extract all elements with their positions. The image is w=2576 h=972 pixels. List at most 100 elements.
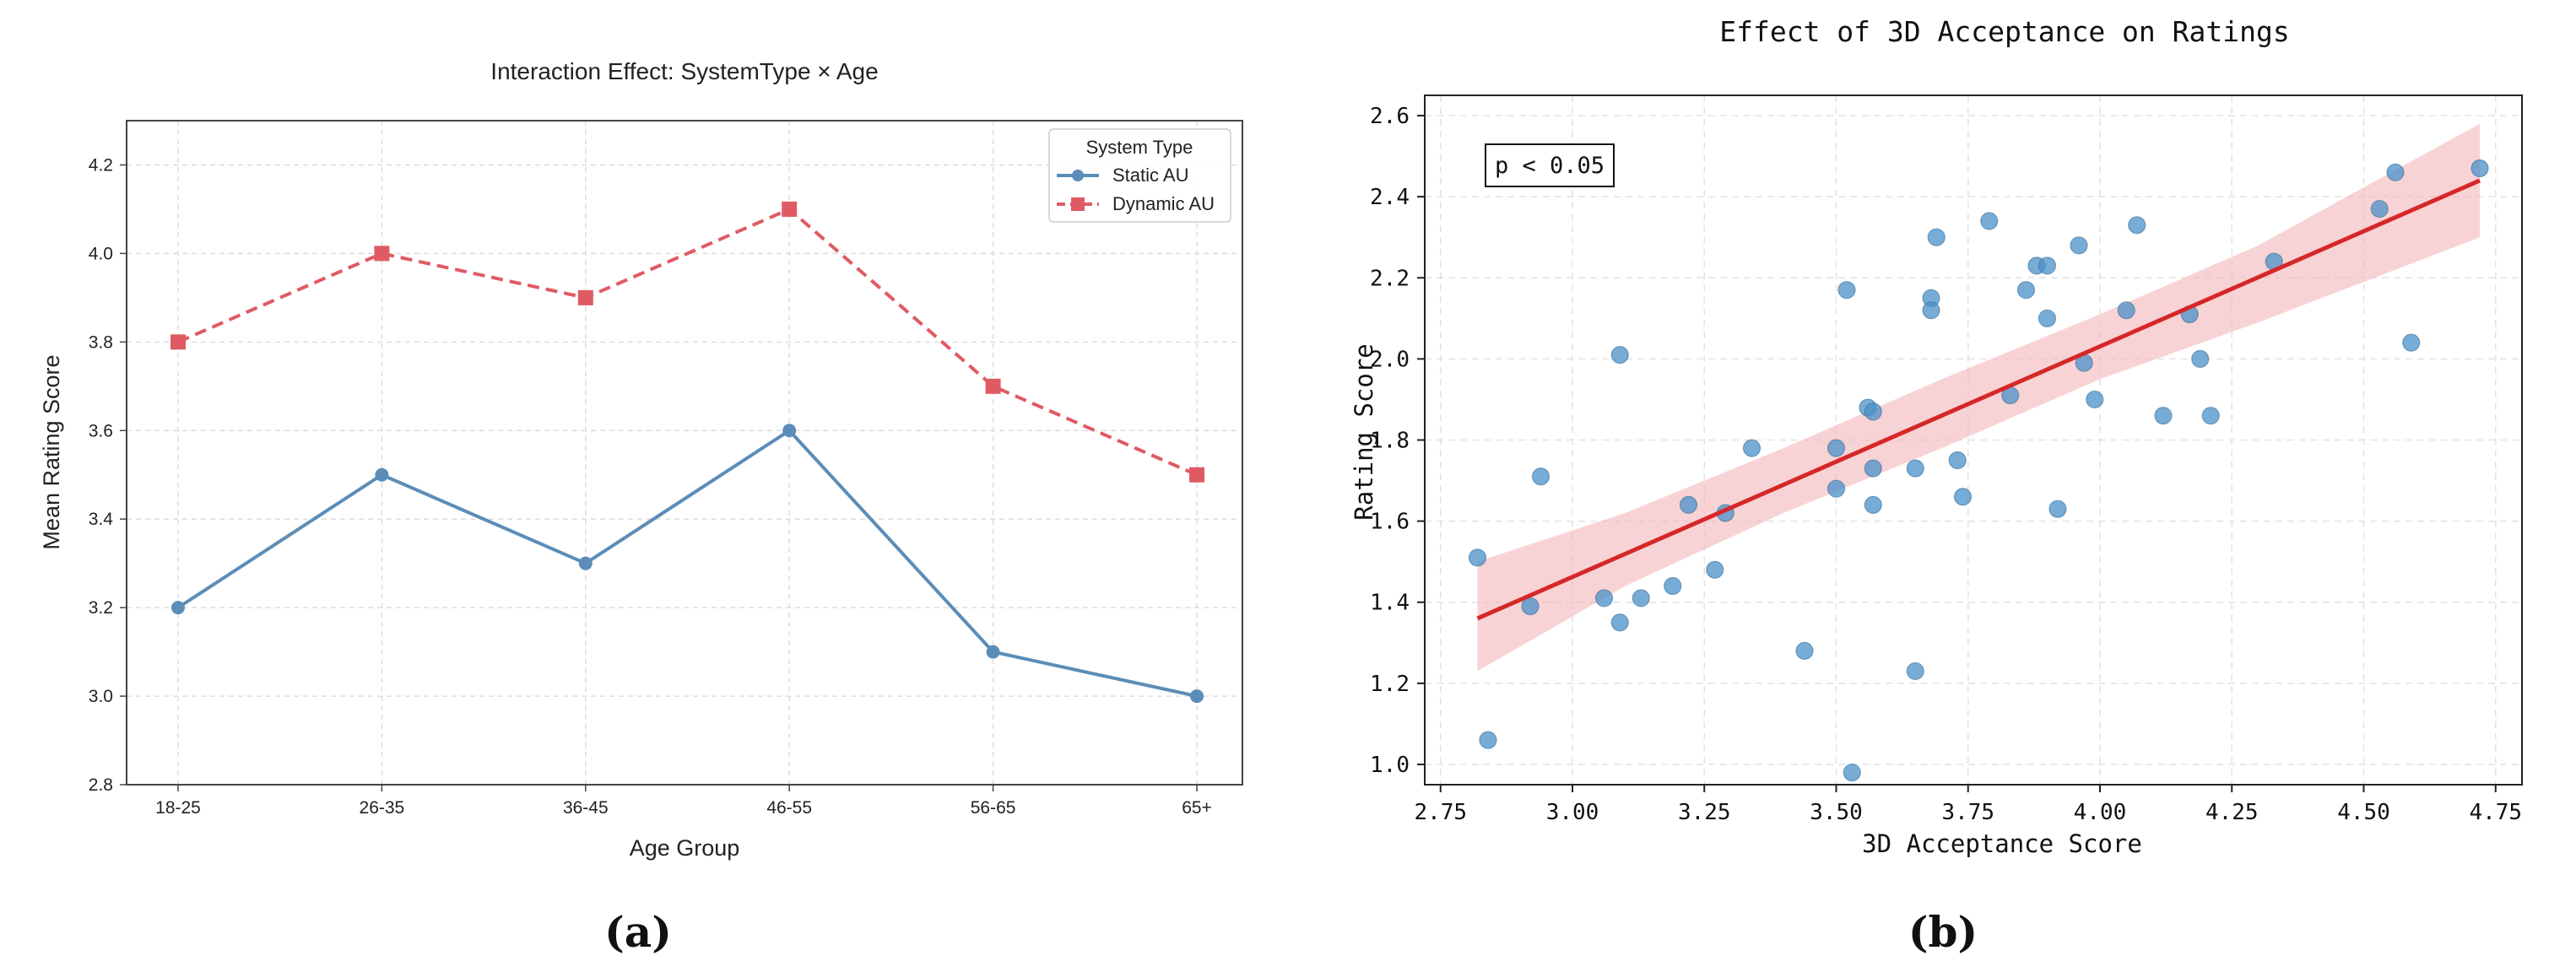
scatter-point: [1906, 662, 1924, 681]
y-tick-label: 4.2: [89, 155, 113, 175]
data-point-static-au: [375, 467, 389, 482]
data-point-static-au: [1190, 689, 1204, 704]
data-point-dynamic-au: [782, 201, 798, 217]
scatter-point: [1521, 597, 1540, 616]
panel-b-label: (b): [1908, 907, 1978, 957]
data-point-static-au: [171, 601, 185, 615]
scatter-point: [2402, 333, 2421, 352]
series-line-static-au: [176, 428, 1198, 699]
x-tick-label: 2.75: [1414, 800, 1467, 825]
scatter-point: [1479, 731, 1497, 749]
annotation-frame: [1485, 143, 1615, 187]
panel-a-title: Interaction Effect: SystemType × Age: [490, 58, 878, 84]
data-point-static-au: [578, 556, 593, 570]
scatter-point: [1632, 589, 1650, 608]
series-line-dynamic-au: [177, 207, 1198, 477]
x-tick-label: 4.50: [2337, 800, 2390, 825]
scatter-point: [2128, 216, 2146, 235]
scatter-point: [2048, 500, 2067, 518]
panel-a-legend: System Type Static AU Dynamic AU: [1048, 128, 1231, 223]
scatter-point: [2086, 390, 2104, 409]
panel-b-axes-frame: [1424, 94, 2523, 786]
scatter-point: [1927, 228, 1946, 246]
data-point-dynamic-au: [577, 289, 593, 305]
scatter-point: [2117, 301, 2135, 320]
y-tick-label: 3.8: [89, 332, 113, 352]
y-tick-label: 2.8: [89, 775, 113, 795]
panel-b-title: Effect of 3D Acceptance on Ratings: [1719, 15, 2290, 48]
scatter-point: [2038, 309, 2057, 327]
scatter-point: [2038, 256, 2057, 275]
y-tick-label: 1.6: [1370, 510, 1410, 535]
scatter-point: [1864, 459, 1882, 478]
panel-b-y-ticks: 1.0 1.2 1.4 1.6 1.8 2.0 2.2 2.4 2.6: [1370, 104, 1425, 778]
scatter-point: [1610, 345, 1629, 364]
scatter-point: [2191, 349, 2210, 368]
y-tick-label: 2.4: [1370, 185, 1410, 210]
y-tick-label: 3.2: [89, 598, 113, 618]
x-tick-label: 36-45: [563, 798, 609, 818]
scatter-point: [1468, 548, 1487, 567]
x-tick-label: 3.75: [1941, 800, 1994, 825]
x-tick-label: 3.25: [1678, 800, 1731, 825]
y-tick-label: 4.0: [89, 244, 113, 263]
legend-marker-static-au: [1072, 170, 1084, 181]
scatter-point: [2386, 163, 2405, 181]
y-tick-label: 1.2: [1370, 672, 1410, 697]
scatter-point: [1864, 495, 1882, 514]
y-tick-label: 3.4: [89, 510, 114, 529]
scatter-point: [1795, 641, 1814, 661]
y-tick-label: 1.0: [1370, 753, 1410, 778]
scatter-point: [1906, 459, 1924, 478]
scatter-point: [2154, 407, 2173, 425]
legend-box: [1048, 128, 1231, 223]
data-point-dynamic-au: [985, 378, 1001, 394]
legend-label-static-au: Static AU: [1112, 165, 1188, 186]
panel-a-plot-area: [127, 121, 1242, 785]
scatter-point: [1826, 479, 1846, 498]
scatter-point: [1953, 488, 1973, 506]
x-tick-label: 56-65: [971, 798, 1016, 818]
scatter-point: [1594, 589, 1614, 608]
y-tick-label: 3.6: [89, 421, 113, 440]
panel-a-label: (a): [604, 907, 672, 957]
data-point-dynamic-au: [374, 246, 390, 262]
data-point-dynamic-au: [1189, 467, 1204, 483]
regression-line: [1476, 178, 2481, 621]
panel-a-y-axis-label: Mean Rating Score: [39, 354, 64, 549]
y-tick-label: 2.6: [1370, 104, 1410, 129]
data-point-static-au: [986, 645, 1000, 659]
scatter-point: [1679, 495, 1698, 514]
x-tick-label: 4.25: [2205, 800, 2259, 825]
panel-b-y-axis-label: Rating Score: [1350, 343, 1378, 521]
scatter-point: [1742, 439, 1762, 457]
panel-a-line-chart: 2.8 3.0 3.2 3.4 3.6 3.8 4.0 4.2 18-25 26-35 36-45…: [39, 58, 1243, 957]
annotation-box: p < 0.05: [1485, 143, 1615, 187]
data-point-dynamic-au: [170, 334, 186, 350]
x-tick-label: 3.00: [1546, 800, 1599, 825]
scatter-point: [1610, 613, 1629, 632]
scatter-point: [1922, 301, 1940, 320]
panel-a-x-ticks: 18-25 26-35 36-45 46-55 56-65 65+: [155, 785, 1212, 818]
panel-b-scatter-points: [1468, 159, 2489, 782]
x-tick-label: 4.75: [2469, 800, 2522, 825]
scatter-point: [2070, 236, 2088, 255]
p-value-annotation: p < 0.05: [1495, 153, 1605, 179]
x-tick-label: 18-25: [155, 798, 201, 818]
scatter-point: [2201, 407, 2220, 425]
scatter-point: [1948, 451, 1967, 470]
panel-a-series: [170, 201, 1204, 704]
legend-label-dynamic-au: Dynamic AU: [1112, 193, 1215, 214]
scatter-point: [1864, 402, 1882, 421]
scatter-point: [1664, 576, 1682, 596]
scatter-point: [1706, 560, 1724, 579]
data-point-static-au: [782, 424, 797, 438]
scatter-point: [1843, 763, 1861, 782]
scatter-point: [2370, 199, 2389, 219]
panel-b-scatter-chart: 1.0 1.2 1.4 1.6 1.8 2.0 2.2 2.4 2.6 2.75 3.00 3.25…: [1350, 15, 2523, 957]
x-tick-label: 3.50: [1810, 800, 1863, 825]
y-tick-label: 2.0: [1370, 347, 1410, 372]
scatter-point: [1980, 212, 1999, 230]
x-tick-label: 65+: [1182, 798, 1212, 818]
